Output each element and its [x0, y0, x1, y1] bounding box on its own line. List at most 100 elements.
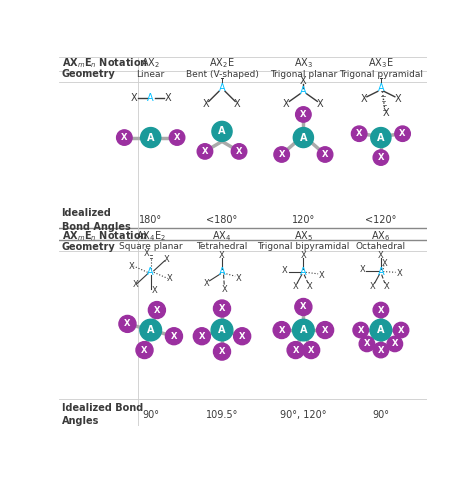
Text: X: X: [282, 266, 288, 275]
Circle shape: [351, 126, 367, 141]
Text: A: A: [378, 267, 384, 277]
Circle shape: [119, 316, 136, 332]
Text: A: A: [300, 133, 307, 143]
Text: Square planar: Square planar: [119, 242, 182, 251]
Text: A: A: [219, 267, 225, 277]
Text: AX$_4$E$_2$: AX$_4$E$_2$: [136, 229, 165, 243]
Text: 90°, 120°: 90°, 120°: [280, 410, 327, 420]
Text: A: A: [300, 86, 307, 96]
Text: <180°: <180°: [206, 215, 237, 225]
Text: 90°: 90°: [142, 410, 159, 420]
Text: X: X: [219, 304, 225, 313]
Text: X: X: [141, 345, 148, 354]
Circle shape: [213, 343, 230, 360]
Text: X: X: [199, 332, 205, 341]
Text: X: X: [378, 153, 384, 162]
Text: X: X: [166, 274, 172, 283]
Circle shape: [359, 336, 374, 352]
Text: A: A: [147, 133, 155, 143]
Circle shape: [141, 127, 161, 148]
Text: 120°: 120°: [292, 215, 315, 225]
Text: Octahedral: Octahedral: [356, 242, 406, 251]
Text: A: A: [377, 133, 384, 143]
Text: X: X: [203, 99, 210, 109]
Text: A: A: [300, 267, 307, 277]
Text: X: X: [300, 76, 307, 86]
Circle shape: [373, 342, 389, 358]
Circle shape: [213, 300, 230, 317]
Text: X: X: [283, 99, 290, 109]
Text: X: X: [239, 332, 246, 341]
Text: X: X: [392, 340, 398, 348]
Text: X: X: [154, 306, 160, 315]
Text: X: X: [129, 262, 135, 271]
Text: A: A: [378, 83, 384, 93]
Text: X: X: [356, 129, 363, 138]
Text: X: X: [236, 274, 242, 283]
Text: X: X: [398, 326, 404, 334]
Circle shape: [148, 302, 165, 319]
Text: X: X: [308, 345, 314, 354]
Text: X: X: [322, 150, 328, 159]
Text: X: X: [278, 150, 285, 159]
Text: X: X: [124, 319, 131, 329]
Text: X: X: [132, 280, 138, 289]
Text: X: X: [144, 250, 150, 258]
Text: X: X: [236, 147, 242, 156]
Text: AX$_3$: AX$_3$: [294, 56, 313, 70]
Text: A: A: [218, 325, 226, 335]
Text: A: A: [147, 267, 154, 277]
Text: X: X: [361, 94, 367, 104]
Text: X: X: [202, 147, 208, 156]
Circle shape: [117, 130, 132, 145]
Text: X: X: [370, 282, 376, 291]
Circle shape: [169, 130, 185, 145]
Text: X: X: [378, 345, 384, 354]
Circle shape: [373, 302, 389, 318]
Text: X: X: [319, 271, 325, 280]
Text: AX$_5$: AX$_5$: [294, 229, 313, 243]
Circle shape: [197, 144, 213, 159]
Text: AX$_m$E$_n$ Notation: AX$_m$E$_n$ Notation: [62, 56, 147, 70]
Text: X: X: [307, 282, 312, 291]
Circle shape: [370, 319, 392, 341]
Text: X: X: [382, 108, 389, 118]
Text: X: X: [399, 129, 406, 138]
Text: X: X: [292, 345, 299, 354]
Text: X: X: [219, 251, 225, 260]
Circle shape: [395, 126, 410, 141]
Text: A: A: [300, 325, 307, 335]
Text: X: X: [378, 251, 384, 260]
Circle shape: [140, 319, 162, 341]
Text: X: X: [164, 255, 169, 264]
Circle shape: [387, 336, 402, 352]
Text: X: X: [300, 302, 307, 311]
Circle shape: [317, 147, 333, 162]
Text: X: X: [204, 279, 210, 288]
Circle shape: [302, 342, 319, 359]
Circle shape: [193, 328, 210, 345]
Text: AX$_4$: AX$_4$: [212, 229, 232, 243]
Text: Geometry: Geometry: [62, 242, 115, 252]
Text: X: X: [357, 326, 364, 334]
Text: X: X: [395, 94, 401, 104]
Text: 180°: 180°: [139, 215, 162, 225]
Circle shape: [371, 127, 391, 148]
Text: Linear: Linear: [137, 70, 165, 79]
Text: X: X: [359, 265, 365, 274]
Text: Tetrahedral: Tetrahedral: [196, 242, 248, 251]
Circle shape: [273, 321, 290, 339]
Text: Trigonal bipyramidal: Trigonal bipyramidal: [257, 242, 349, 251]
Text: AX$_3$E: AX$_3$E: [368, 56, 394, 70]
Circle shape: [353, 322, 368, 338]
Text: X: X: [234, 99, 241, 109]
Text: X: X: [164, 92, 171, 103]
Circle shape: [287, 342, 304, 359]
Text: <120°: <120°: [365, 215, 397, 225]
Text: X: X: [378, 306, 384, 315]
Circle shape: [165, 328, 182, 345]
Text: A: A: [218, 126, 226, 137]
Circle shape: [373, 150, 389, 165]
Text: AX$_2$: AX$_2$: [141, 56, 160, 70]
Text: X: X: [171, 332, 177, 341]
